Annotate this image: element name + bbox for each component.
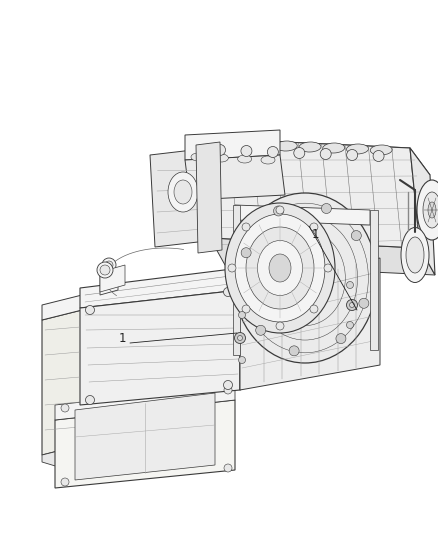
Circle shape — [359, 298, 369, 308]
Circle shape — [346, 281, 353, 288]
Circle shape — [234, 333, 246, 343]
Circle shape — [241, 146, 252, 157]
Polygon shape — [100, 270, 118, 295]
Circle shape — [267, 147, 279, 157]
Ellipse shape — [269, 254, 291, 282]
Polygon shape — [370, 210, 378, 350]
Circle shape — [351, 231, 361, 240]
Circle shape — [324, 264, 332, 272]
Circle shape — [320, 149, 331, 159]
Polygon shape — [410, 148, 435, 275]
Ellipse shape — [246, 227, 314, 309]
Polygon shape — [185, 130, 280, 160]
Circle shape — [276, 322, 284, 330]
Circle shape — [223, 381, 233, 390]
Ellipse shape — [346, 144, 368, 154]
Circle shape — [321, 204, 332, 214]
Polygon shape — [235, 205, 370, 225]
Polygon shape — [195, 138, 220, 238]
Polygon shape — [233, 205, 240, 355]
Ellipse shape — [233, 193, 377, 363]
Circle shape — [346, 321, 353, 328]
Ellipse shape — [174, 180, 192, 204]
Polygon shape — [55, 400, 235, 488]
Circle shape — [239, 357, 246, 364]
Circle shape — [97, 262, 113, 278]
Text: 1: 1 — [311, 228, 319, 240]
Polygon shape — [240, 255, 300, 390]
Circle shape — [242, 305, 250, 313]
Polygon shape — [150, 148, 215, 247]
Circle shape — [350, 303, 354, 308]
Circle shape — [242, 223, 250, 231]
Circle shape — [289, 346, 299, 356]
Ellipse shape — [428, 202, 436, 218]
Circle shape — [215, 144, 226, 156]
Ellipse shape — [168, 172, 198, 212]
Ellipse shape — [214, 154, 228, 162]
Circle shape — [336, 334, 346, 344]
Circle shape — [346, 300, 357, 311]
Polygon shape — [75, 393, 215, 480]
Ellipse shape — [191, 153, 205, 161]
Polygon shape — [80, 290, 240, 405]
Polygon shape — [210, 238, 435, 275]
Polygon shape — [42, 445, 82, 468]
Circle shape — [85, 395, 95, 405]
Ellipse shape — [323, 143, 345, 153]
Circle shape — [294, 148, 305, 158]
Ellipse shape — [401, 228, 429, 282]
Circle shape — [241, 248, 251, 258]
Polygon shape — [80, 268, 240, 308]
Ellipse shape — [275, 141, 297, 151]
Ellipse shape — [370, 145, 392, 155]
Ellipse shape — [299, 142, 321, 152]
Polygon shape — [42, 310, 82, 455]
Circle shape — [85, 305, 95, 314]
Polygon shape — [200, 138, 430, 175]
Circle shape — [224, 464, 232, 472]
Circle shape — [256, 325, 266, 335]
Circle shape — [100, 265, 110, 275]
Circle shape — [223, 287, 233, 296]
Polygon shape — [196, 142, 222, 253]
Ellipse shape — [417, 180, 438, 240]
Ellipse shape — [225, 203, 335, 333]
Ellipse shape — [228, 139, 250, 149]
Circle shape — [102, 258, 116, 272]
Polygon shape — [240, 258, 380, 390]
Polygon shape — [55, 385, 235, 420]
Text: 1: 1 — [118, 332, 126, 344]
Ellipse shape — [261, 156, 275, 164]
Ellipse shape — [423, 192, 438, 228]
Circle shape — [346, 149, 358, 160]
Ellipse shape — [235, 214, 325, 322]
Ellipse shape — [204, 138, 226, 148]
Circle shape — [105, 261, 113, 269]
Polygon shape — [200, 138, 420, 248]
Circle shape — [276, 206, 284, 214]
Ellipse shape — [251, 140, 273, 150]
Circle shape — [239, 311, 246, 319]
Polygon shape — [185, 155, 285, 200]
Polygon shape — [42, 295, 82, 320]
Circle shape — [273, 206, 283, 216]
Ellipse shape — [258, 240, 303, 295]
Circle shape — [224, 386, 232, 394]
Ellipse shape — [406, 237, 424, 273]
Circle shape — [373, 150, 384, 161]
Circle shape — [61, 478, 69, 486]
Circle shape — [310, 305, 318, 313]
Circle shape — [228, 264, 236, 272]
Circle shape — [310, 223, 318, 231]
Polygon shape — [100, 265, 125, 292]
Circle shape — [61, 404, 69, 412]
Ellipse shape — [238, 155, 252, 163]
Circle shape — [237, 335, 243, 341]
